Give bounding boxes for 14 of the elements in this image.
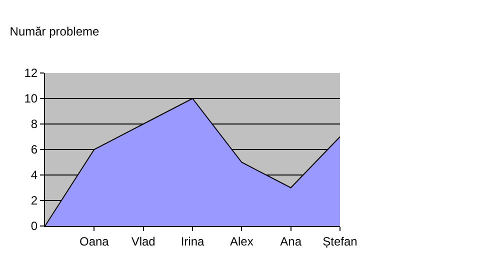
x-tick-label: Ana	[280, 234, 302, 248]
y-tick-label: 10	[24, 92, 38, 106]
x-tick-label: Ștefan	[322, 234, 358, 248]
y-tick-label: 4	[30, 168, 38, 182]
x-tick-label: Vlad	[131, 234, 156, 248]
chart-title: Număr probleme	[10, 24, 100, 38]
x-tick-label: Irina	[180, 234, 204, 248]
y-tick-label: 2	[30, 194, 38, 208]
x-tick-label: Alex	[230, 234, 254, 248]
y-tick-label: 8	[30, 117, 38, 132]
x-tick-label: Oana	[79, 234, 110, 248]
y-tick-label: 0	[30, 219, 38, 234]
y-tick-label: 12	[24, 66, 38, 80]
y-tick-label: 6	[30, 142, 38, 157]
